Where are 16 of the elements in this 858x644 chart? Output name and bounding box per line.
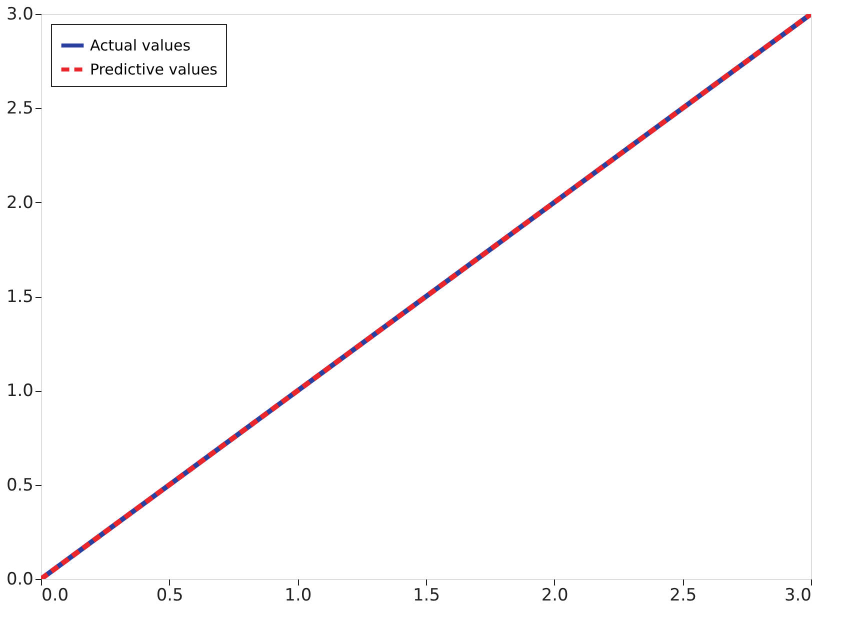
legend-label: Actual values	[90, 36, 191, 54]
y-tick-label: 1.0	[6, 381, 34, 402]
y-tick-label: 0.5	[6, 475, 34, 496]
x-tick-label: 0.5	[156, 586, 184, 606]
x-tick-label: 2.5	[670, 586, 697, 606]
x-tick-label: 1.5	[412, 586, 440, 606]
x-tick-label: 3.0	[784, 586, 812, 606]
y-tick-label: 3.0	[6, 4, 34, 24]
x-tick-label: 2.0	[541, 586, 568, 606]
y-tick-label: 1.5	[6, 287, 34, 307]
legend-label: Predictive values	[90, 60, 218, 78]
x-tick-label: 1.0	[284, 586, 312, 606]
y-tick-label: 2.5	[6, 98, 34, 119]
y-tick-label: 0.0	[6, 570, 34, 590]
y-tick-label: 2.0	[6, 192, 34, 213]
x-tick-label: 0.0	[42, 586, 69, 606]
